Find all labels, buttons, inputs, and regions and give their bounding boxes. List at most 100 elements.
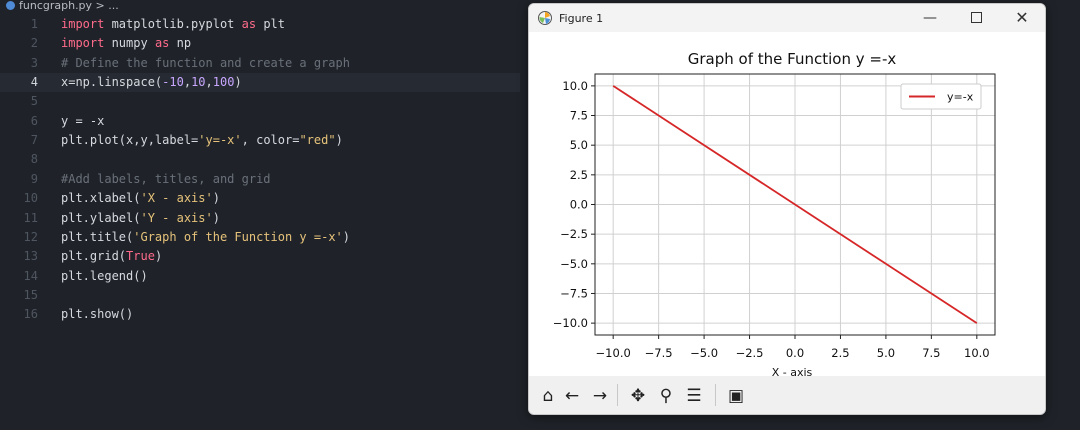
code-line[interactable]: 9 #Add labels, titles, and grid (0, 170, 520, 189)
code-token: , color= (241, 133, 300, 148)
code-text: plt.grid(True) (61, 247, 162, 266)
code-token: ) (342, 229, 350, 244)
y-tick-label: −2.5 (560, 227, 588, 241)
line-number: 4 (30, 75, 38, 90)
code-token: plt.grid( (61, 249, 127, 264)
line-number: 6 (30, 113, 38, 128)
line-number: 13 (23, 249, 38, 264)
code-line[interactable]: 4 x=np.linspace(-10,10,100) (0, 73, 520, 93)
code-text: import numpy as np (61, 34, 191, 53)
back-arrow-icon: ← (564, 386, 580, 406)
x-tick-label: −7.5 (645, 346, 673, 360)
line-number: 7 (30, 133, 38, 148)
y-tick-label: 0.0 (570, 198, 588, 212)
configure-subplots-icon: ☰ (686, 386, 702, 406)
y-tick-label: 10.0 (562, 79, 588, 93)
line-number: 11 (23, 210, 38, 225)
x-tick-label: −5.0 (690, 346, 718, 360)
code-text: plt.show() (61, 305, 133, 324)
code-token: plt (256, 17, 285, 31)
code-token: 'Graph of the Function y =-x' (133, 229, 343, 244)
pan-button[interactable]: ✥ (627, 386, 649, 406)
y-tick-label: 2.5 (570, 168, 588, 182)
window-title: Figure 1 (559, 12, 604, 25)
x-tick-label: 2.5 (831, 346, 849, 360)
save-button[interactable]: ▣ (725, 386, 747, 406)
chart[interactable]: −10.0 −7.5 −5.0 −2.5 0.0 2.5 5.0 7.5 10.0 10.0 7.5… (529, 32, 1045, 379)
zoom-button[interactable]: ⚲ (655, 386, 677, 406)
plot-canvas[interactable]: −10.0 −7.5 −5.0 −2.5 0.0 2.5 5.0 7.5 10.0 10.0 7.5… (529, 32, 1045, 379)
code-token: True (126, 249, 155, 264)
code-token: , (205, 75, 213, 90)
y-tick-label: −5.0 (560, 257, 588, 271)
code-line[interactable]: 13 plt.grid(True) (0, 247, 520, 266)
code-line[interactable]: 10 plt.xlabel('X - axis') (0, 189, 520, 208)
code-token: "red" (299, 133, 336, 148)
code-token: , (183, 75, 192, 90)
code-token: matplotlib.pyplot (104, 17, 242, 31)
code-line[interactable]: 1 import matplotlib.pyplot as plt (0, 15, 520, 34)
code-text: x=np.linspace(-10,10,100) (61, 73, 242, 92)
figure-window[interactable]: Figure 1 — ✕ −10.0 −7.5 −5.0 −2.5 0.0 2.5 5.0 7… (528, 3, 1046, 415)
code-token: plt.ylabel( (61, 210, 141, 225)
y-tick-label: 7.5 (570, 109, 588, 123)
code-token: as (154, 36, 170, 51)
x-axis-label: X - axis (772, 366, 813, 376)
home-button[interactable]: ⌂ (537, 386, 559, 406)
code-line[interactable]: 15 (0, 286, 520, 305)
code-text: y = -x (61, 112, 104, 131)
code-token: ) (335, 133, 343, 148)
code-line[interactable]: 11 plt.ylabel('Y - axis') (0, 209, 520, 228)
legend-label: y=-x (947, 91, 974, 104)
y-tick-label: 5.0 (570, 138, 588, 152)
code-line[interactable]: 6 y = -x (0, 112, 520, 131)
code-line[interactable]: 16 plt.show() (0, 305, 520, 324)
code-text: plt.legend() (61, 267, 148, 286)
zoom-icon: ⚲ (659, 386, 673, 406)
x-tick-label: −2.5 (736, 346, 764, 360)
line-number: 16 (23, 307, 38, 322)
code-text: import matplotlib.pyplot as plt (61, 15, 285, 34)
line-number: 2 (30, 36, 38, 51)
code-token: import (61, 17, 105, 31)
window-titlebar[interactable]: Figure 1 — ✕ (529, 4, 1045, 32)
toolbar-separator (617, 384, 618, 406)
code-token: ) (212, 210, 220, 225)
code-text: plt.ylabel('Y - axis') (61, 209, 220, 228)
code-token: ) (212, 191, 220, 206)
configure-subplots-button[interactable]: ☰ (683, 386, 705, 406)
chart-title: Graph of the Function y =-x (688, 50, 897, 68)
line-number: 14 (23, 268, 38, 283)
maximize-button[interactable] (953, 4, 999, 32)
code-token: plt.legend() (61, 268, 148, 283)
code-token: plt.show() (61, 307, 134, 322)
line-number: 8 (30, 152, 38, 167)
minimize-button[interactable]: — (907, 4, 953, 32)
y-tick-label: −10.0 (553, 316, 588, 330)
code-line[interactable]: 12 plt.title('Graph of the Function y =-x… (0, 228, 520, 247)
close-button[interactable]: ✕ (999, 4, 1045, 32)
code-token: 'Y - axis' (140, 210, 213, 225)
code-token: np (169, 36, 192, 51)
code-token: ) (154, 249, 163, 264)
back-arrow-button[interactable]: ← (561, 386, 583, 406)
code-line[interactable]: 7 plt.plot(x,y,label='y=-x', color="red") (0, 131, 520, 150)
code-line[interactable]: 5 (0, 92, 520, 111)
code-line[interactable]: 8 (0, 150, 520, 169)
code-token: plt.title( (61, 229, 134, 244)
line-number: 1 (30, 17, 38, 31)
code-line[interactable]: 3 # Define the function and create a grap… (0, 54, 520, 73)
line-number: 3 (30, 55, 38, 70)
code-token: 'y=-x' (198, 133, 242, 148)
line-number: 9 (30, 171, 38, 186)
breadcrumb[interactable]: funcgraph.py > ... (0, 0, 520, 14)
line-number: 15 (23, 287, 38, 302)
code-line[interactable]: 14 plt.legend() (0, 267, 520, 286)
code-token: # Define the function and create a graph (61, 55, 350, 70)
series-line-0 (612, 85, 978, 324)
forward-arrow-button[interactable]: → (589, 386, 611, 406)
x-tick-label: 0.0 (786, 346, 804, 360)
code-line[interactable]: 2 import numpy as np (0, 34, 520, 53)
figure-toolbar[interactable]: ⌂ ← → ✥ ⚲ ☰ ▣ (529, 376, 1045, 414)
line-number: 10 (23, 191, 38, 206)
